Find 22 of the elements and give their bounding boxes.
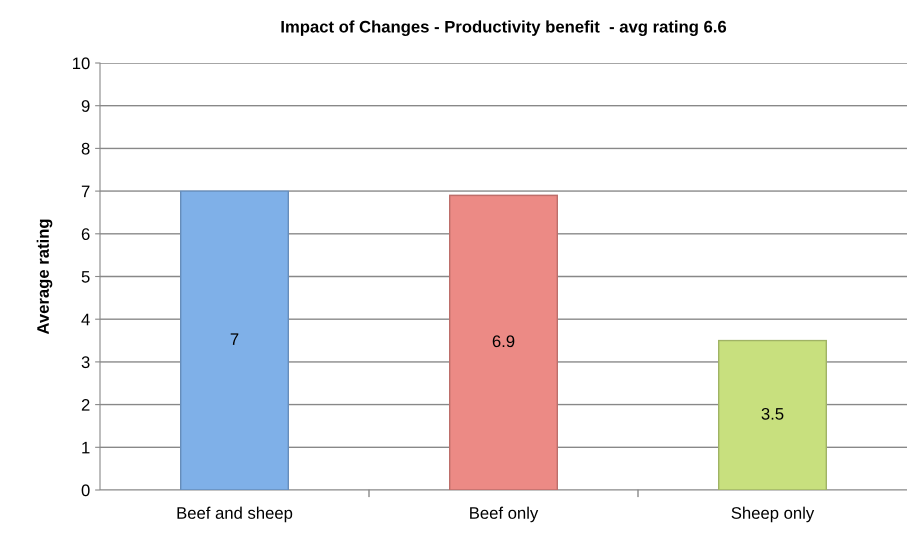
y-tick-label: 8: [82, 142, 90, 155]
data-label: 6.9: [492, 335, 514, 348]
bar: [180, 190, 289, 490]
y-tick-label: 9: [82, 100, 90, 112]
data-label: 7: [230, 333, 238, 345]
y-tick-label: 5: [82, 271, 90, 283]
y-tick-label: 10: [73, 57, 90, 70]
x-tick-label: Sheep only: [732, 506, 814, 522]
y-tick-label: 2: [82, 399, 90, 411]
y-tick-label: 7: [82, 186, 90, 198]
y-tick-label: 1: [82, 442, 90, 454]
y-tick-label: 6: [82, 228, 90, 240]
y-tick-label: 0: [82, 484, 90, 496]
y-axis-title: Average rating: [36, 220, 52, 334]
x-tick-label: Beef and sheep: [177, 506, 292, 522]
chart-title: Impact of Changes - Productivity benefit - avg rating 6.6: [281, 20, 726, 36]
bar: [718, 340, 827, 490]
x-tick-label: Beef only: [470, 506, 538, 522]
bar: [449, 194, 558, 490]
y-tick-label: 4: [81, 314, 90, 326]
y-tick-label: 3: [82, 356, 90, 368]
data-label: 3.5: [762, 408, 784, 420]
